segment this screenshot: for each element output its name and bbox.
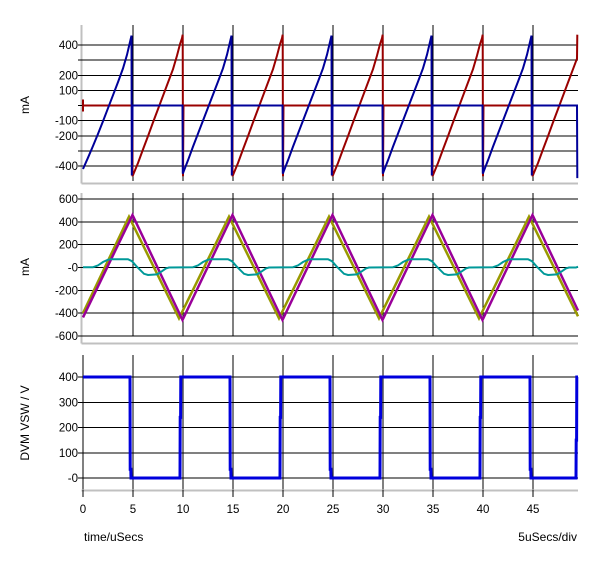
summed-current-leading-trace <box>81 213 580 322</box>
x-tick-label: 45 <box>527 504 540 516</box>
x-scale-caption: 5uSecs/div <box>518 530 577 544</box>
y-tick-label: -200 <box>55 131 78 143</box>
y-tick-label: -0 <box>68 473 78 485</box>
phase1-inductor-current-trace <box>82 35 579 179</box>
y-tick-label: -0 <box>68 263 78 275</box>
y-tick-label: 400 <box>59 217 78 229</box>
x-tick-label: 30 <box>377 504 390 516</box>
x-axis-caption: time/uSecs <box>84 530 144 544</box>
y-tick-label: 100 <box>59 85 78 97</box>
y-tick-label: 200 <box>59 423 78 435</box>
x-tick-label: 15 <box>227 504 240 516</box>
y-tick-label: -400 <box>55 161 78 173</box>
output-ripple-current-trace <box>82 258 579 277</box>
y-tick-label: -100 <box>55 116 78 128</box>
y-tick-label: 200 <box>59 70 78 82</box>
x-tick-label: 40 <box>477 504 490 516</box>
x-tick-label: 35 <box>427 504 440 516</box>
y-tick-label: 100 <box>59 448 78 460</box>
x-tick-label: 0 <box>80 504 86 516</box>
y-tick-label: -400 <box>55 308 78 320</box>
plot1-y-axis-unit: mA <box>18 96 32 114</box>
x-tick-label: 5 <box>130 504 136 516</box>
y-tick-label: 300 <box>59 397 78 409</box>
y-tick-label: -200 <box>55 285 78 297</box>
y-tick-label: 400 <box>59 40 78 52</box>
summed-current-lagging-trace <box>81 212 580 323</box>
y-tick-label: 400 <box>59 372 78 384</box>
y-tick-label: -600 <box>55 331 78 343</box>
y-tick-label: 200 <box>59 240 78 252</box>
plot3-y-axis-unit: DVM VSW / V <box>18 385 32 461</box>
x-tick-label: 10 <box>177 504 190 516</box>
plot2-y-axis-unit: mA <box>18 258 32 276</box>
phase2-inductor-current-trace <box>82 34 579 177</box>
x-tick-label: 25 <box>327 504 340 516</box>
x-tick-label: 20 <box>277 504 290 516</box>
switch-node-voltage-trace <box>83 375 579 480</box>
y-tick-label: 600 <box>59 194 78 206</box>
